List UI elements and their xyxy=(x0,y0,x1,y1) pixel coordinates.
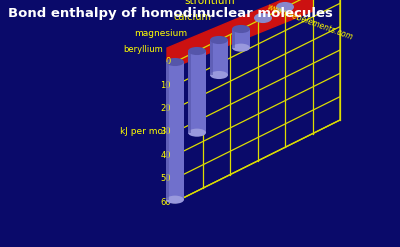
Text: 0: 0 xyxy=(166,58,171,66)
Polygon shape xyxy=(232,29,250,48)
Ellipse shape xyxy=(232,25,250,33)
Text: www.webelements.com: www.webelements.com xyxy=(266,2,354,42)
Polygon shape xyxy=(210,40,213,75)
Text: kJ per mol: kJ per mol xyxy=(120,127,166,137)
Text: 60: 60 xyxy=(160,198,171,206)
Ellipse shape xyxy=(166,58,184,66)
Text: 50: 50 xyxy=(160,174,171,183)
Text: 30: 30 xyxy=(160,127,171,137)
Ellipse shape xyxy=(188,129,206,137)
Text: Bond enthalpy of homodinuclear molecules: Bond enthalpy of homodinuclear molecules xyxy=(8,7,333,20)
Text: 10: 10 xyxy=(160,81,171,90)
Ellipse shape xyxy=(188,47,206,55)
Ellipse shape xyxy=(210,36,228,44)
Ellipse shape xyxy=(276,2,294,12)
Text: strontium: strontium xyxy=(184,0,235,6)
Polygon shape xyxy=(175,0,340,202)
Polygon shape xyxy=(167,0,313,70)
Text: magnesium: magnesium xyxy=(134,29,187,38)
Ellipse shape xyxy=(166,196,184,204)
Polygon shape xyxy=(188,51,206,133)
Ellipse shape xyxy=(232,44,250,52)
Text: 20: 20 xyxy=(160,104,171,113)
Polygon shape xyxy=(166,62,184,200)
Text: beryllium: beryllium xyxy=(123,45,163,54)
Text: calcium: calcium xyxy=(173,12,211,22)
Polygon shape xyxy=(232,29,235,48)
Polygon shape xyxy=(210,40,228,75)
Ellipse shape xyxy=(210,71,228,79)
Ellipse shape xyxy=(254,13,272,23)
Text: 40: 40 xyxy=(160,151,171,160)
Polygon shape xyxy=(166,62,169,200)
Polygon shape xyxy=(188,51,191,133)
